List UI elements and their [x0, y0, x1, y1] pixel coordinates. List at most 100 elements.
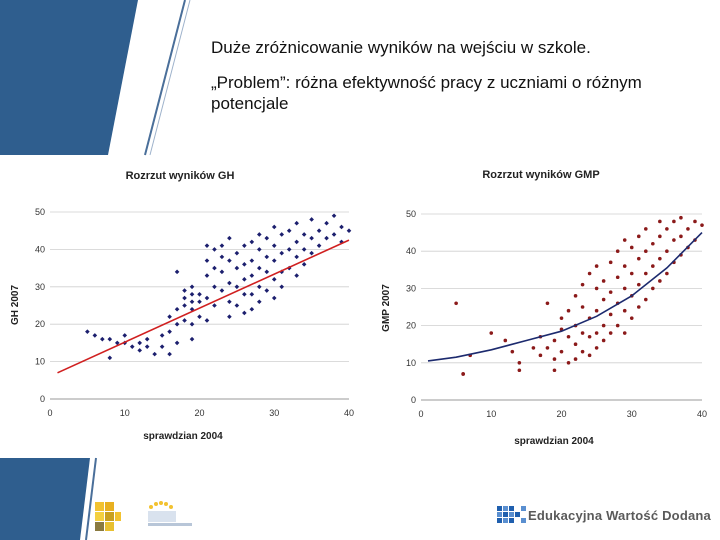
- data-point: [242, 291, 247, 297]
- data-point: [301, 232, 307, 237]
- x-axis-label: sprawdzian 2004: [514, 436, 594, 447]
- data-point: [114, 340, 120, 346]
- data-point: [672, 219, 676, 224]
- data-point: [686, 227, 690, 231]
- data-point: [651, 264, 655, 268]
- data-point: [294, 239, 299, 245]
- data-point: [264, 235, 270, 241]
- data-point: [174, 340, 180, 346]
- data-point: [622, 308, 627, 313]
- y-tick-label: 0: [40, 394, 45, 404]
- data-point: [594, 286, 599, 291]
- data-point: [129, 344, 135, 349]
- data-point: [309, 250, 314, 256]
- data-point: [622, 264, 627, 268]
- data-point: [137, 340, 142, 346]
- data-point: [622, 331, 627, 335]
- data-point: [644, 249, 648, 253]
- top-diagonal-line: [144, 0, 186, 156]
- data-point: [665, 271, 669, 276]
- data-point: [167, 351, 172, 357]
- chart-title: Rozrzut wyników GMP: [482, 169, 599, 181]
- data-point: [517, 361, 522, 365]
- x-tick-label: 20: [556, 409, 566, 419]
- data-point: [552, 338, 557, 343]
- data-point: [279, 250, 285, 256]
- y-tick-label: 0: [411, 395, 416, 405]
- data-point: [204, 295, 210, 301]
- data-point: [608, 290, 613, 294]
- y-tick-label: 30: [406, 283, 416, 293]
- data-point: [204, 258, 210, 263]
- data-point: [197, 314, 202, 320]
- data-point: [566, 308, 571, 313]
- data-point: [137, 348, 142, 353]
- y-tick-label: 30: [35, 282, 45, 292]
- data-point: [672, 238, 676, 242]
- data-point: [204, 273, 210, 278]
- data-point: [189, 336, 195, 342]
- data-point: [461, 372, 465, 376]
- data-point: [182, 288, 187, 293]
- data-point: [182, 303, 187, 308]
- data-point: [587, 271, 592, 276]
- data-point: [271, 277, 277, 282]
- data-point: [644, 271, 648, 276]
- data-point: [174, 321, 180, 327]
- y-tick-label: 20: [35, 319, 45, 329]
- data-point: [189, 321, 195, 327]
- data-point: [580, 305, 585, 309]
- data-point: [658, 279, 662, 283]
- data-point: [587, 353, 592, 358]
- data-point: [122, 333, 128, 338]
- data-point: [197, 291, 202, 297]
- data-point: [573, 294, 578, 298]
- data-point: [100, 336, 105, 342]
- data-point: [294, 220, 299, 226]
- data-point: [331, 232, 337, 237]
- chart-title: Rozrzut wyników GH: [126, 170, 235, 182]
- data-point: [580, 349, 585, 354]
- data-point: [531, 346, 536, 350]
- data-point: [249, 273, 255, 278]
- data-point: [286, 228, 292, 233]
- data-point: [573, 342, 578, 346]
- bottom-diagonal-line: [85, 457, 97, 540]
- data-point: [644, 297, 648, 302]
- data-point: [636, 256, 641, 261]
- data-point: [636, 305, 641, 309]
- data-point: [242, 243, 247, 248]
- data-point: [615, 275, 620, 280]
- data-point: [665, 227, 669, 231]
- data-point: [212, 265, 217, 271]
- eps-logo: [148, 501, 192, 526]
- data-point: [182, 318, 187, 323]
- data-point: [174, 306, 180, 312]
- data-point: [324, 220, 329, 226]
- data-point: [159, 344, 165, 349]
- data-point: [651, 241, 655, 246]
- footer-brand-text: Edukacyjna Wartość Dodana: [528, 508, 711, 523]
- data-point: [189, 284, 195, 290]
- data-point: [152, 351, 157, 357]
- x-tick-label: 40: [697, 409, 707, 419]
- data-point: [189, 291, 195, 297]
- data-point: [636, 282, 641, 287]
- trend-line: [57, 239, 350, 374]
- data-point: [286, 247, 292, 252]
- data-point: [573, 357, 578, 361]
- data-point: [580, 331, 585, 335]
- data-point: [242, 262, 247, 267]
- data-point: [85, 329, 90, 334]
- data-point: [608, 331, 613, 335]
- data-point: [197, 299, 202, 305]
- y-tick-label: 50: [406, 209, 416, 219]
- data-point: [257, 247, 262, 252]
- data-point: [219, 243, 225, 248]
- data-point: [608, 312, 613, 317]
- data-point: [309, 235, 314, 241]
- y-tick-label: 10: [35, 357, 45, 367]
- data-point: [249, 306, 255, 312]
- data-point: [227, 258, 232, 263]
- data-point: [608, 260, 613, 265]
